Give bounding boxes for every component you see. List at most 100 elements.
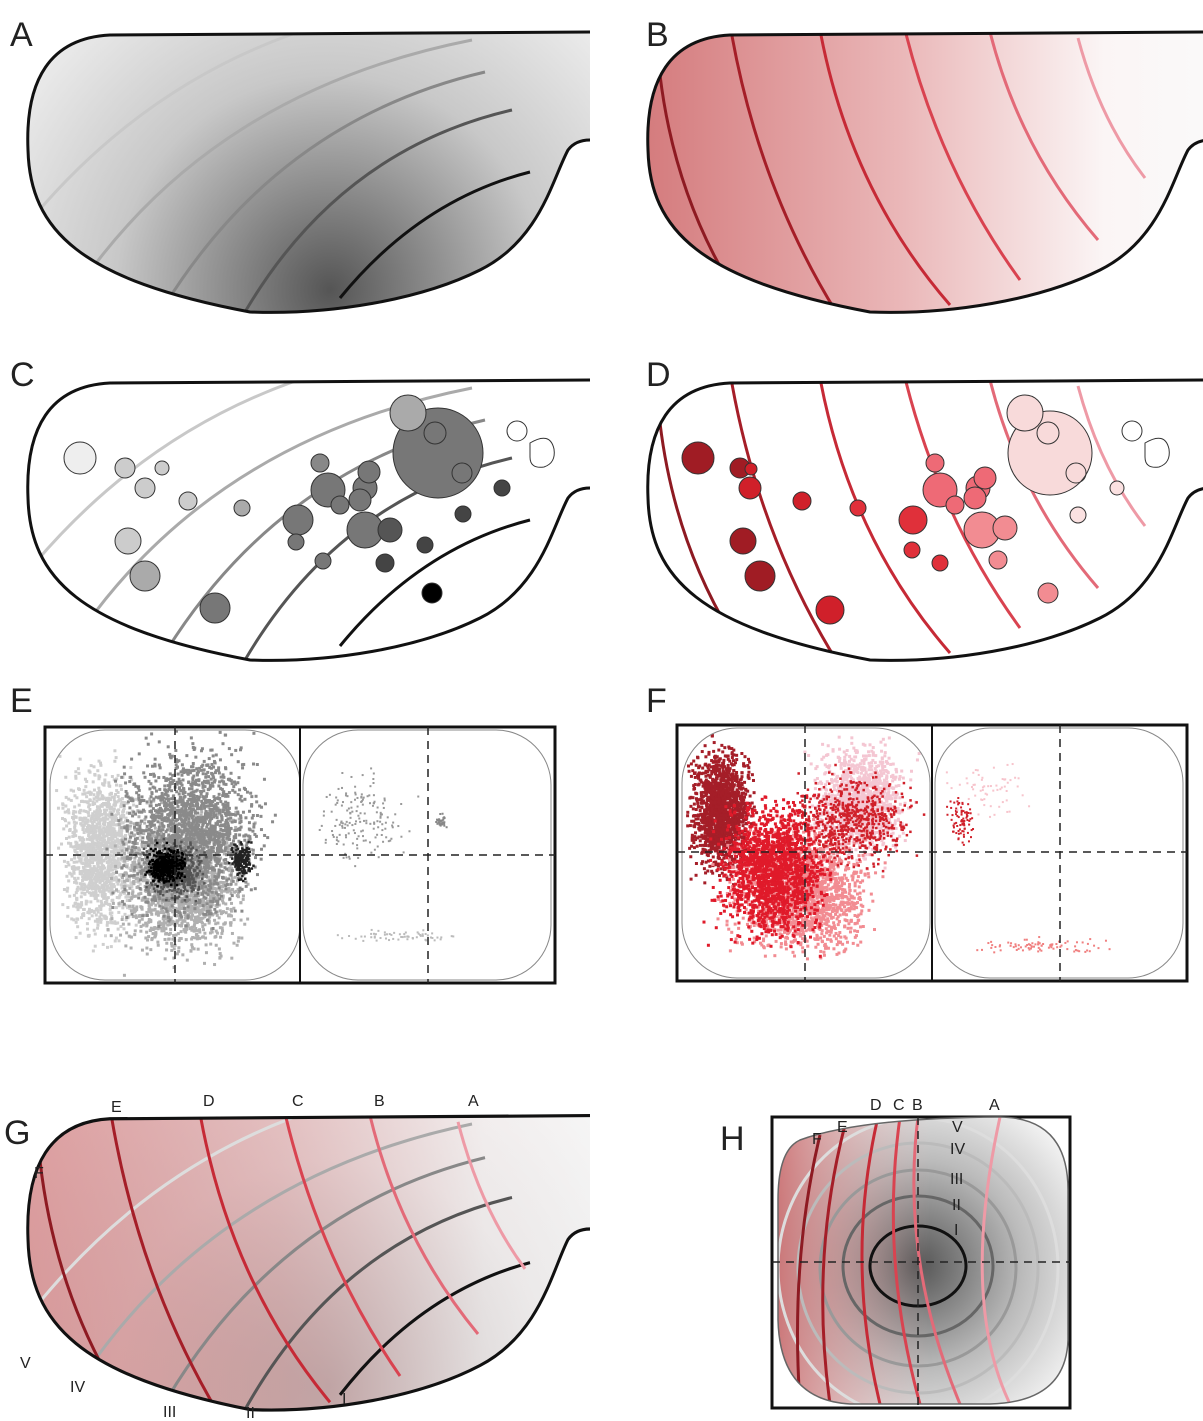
scatter-dot: [220, 932, 223, 935]
scatter-dot: [131, 797, 134, 800]
scatter-dot: [228, 897, 231, 900]
scatter-dot: [146, 953, 149, 956]
scatter-dot: [214, 803, 217, 806]
scatter-dot: [132, 783, 135, 786]
scatter-dot: [123, 766, 126, 769]
scatter-dot: [191, 787, 194, 790]
scatter-dot: [112, 922, 115, 925]
scatter-dot: [88, 934, 91, 937]
shape-circle: [378, 518, 402, 542]
scatter-dot: [130, 864, 133, 867]
scatter-dot: [67, 842, 70, 845]
scatter-dot: [96, 907, 99, 910]
scatter-dot: [176, 760, 179, 763]
scatter-dot: [206, 902, 209, 905]
scatter-dot: [107, 860, 110, 863]
scatter-dot: [206, 792, 209, 795]
scatter-dot: [182, 787, 185, 790]
scatter-dot: [211, 891, 214, 894]
scatter-dot: [148, 885, 151, 888]
scatter-dot: [84, 878, 87, 881]
scatter-dot: [158, 847, 161, 850]
scatter-dot: [127, 892, 130, 895]
scatter-dot: [169, 772, 172, 775]
scatter-dot: [80, 916, 83, 919]
shape-circle: [135, 478, 155, 498]
scatter-dot: [93, 773, 96, 776]
scatter-dot: [225, 830, 228, 833]
scatter-dot: [232, 839, 235, 842]
scatter-dot: [168, 918, 171, 921]
scatter-dot: [228, 778, 231, 781]
scatter-dot: [75, 830, 78, 833]
scatter-dot: [146, 938, 149, 941]
scatter-dot: [158, 796, 161, 799]
scatter-dot: [187, 769, 190, 772]
scatter-dot: [169, 928, 172, 931]
scatter-dot: [74, 777, 77, 780]
scatter-dot: [115, 871, 118, 874]
scatter-dot: [185, 924, 188, 927]
scatter-dot: [151, 824, 154, 827]
scatter-dot: [224, 804, 227, 807]
scatter-dot: [245, 885, 248, 888]
scatter-dot: [134, 798, 137, 801]
shape-circle: [130, 561, 160, 591]
scatter-dot: [82, 908, 85, 911]
shape-circle: [974, 467, 996, 489]
scatter-dot: [237, 936, 240, 939]
scatter-dot: [137, 794, 140, 797]
scatter-dot: [148, 828, 151, 831]
scatter-dot: [250, 795, 253, 798]
scatter-dot: [224, 858, 227, 861]
scatter-dot: [142, 832, 145, 835]
scatter-dot: [198, 796, 201, 799]
shape-circle: [200, 593, 230, 623]
scatter-dot: [136, 872, 139, 875]
shape-circle: [946, 496, 964, 514]
scatter-dot: [107, 879, 110, 882]
scatter-dot: [63, 888, 66, 891]
scatter-dot: [168, 933, 171, 936]
scatter-dot: [162, 926, 165, 929]
scatter-dot: [85, 795, 88, 798]
scatter-dot: [111, 892, 114, 895]
shape-circle: [234, 500, 250, 516]
shape-circle: [376, 554, 394, 572]
scatter-dot: [155, 796, 158, 799]
scatter-dot: [150, 837, 153, 840]
scatter-dot: [152, 807, 155, 810]
scatter-dot: [93, 877, 96, 880]
scatter-dot: [260, 858, 263, 861]
scatter-dot: [80, 862, 83, 865]
scatter-dot: [111, 906, 114, 909]
scatter-dot: [76, 847, 79, 850]
scatter-dot: [164, 902, 167, 905]
scatter-dot: [93, 797, 96, 800]
scatter-dot: [213, 843, 216, 846]
scatter-dot: [84, 817, 87, 820]
scatter-dot: [240, 910, 243, 913]
scatter-dot: [159, 766, 162, 769]
scatter-dot: [94, 945, 97, 948]
scatter-dot: [127, 923, 130, 926]
scatter-dot: [97, 878, 100, 881]
scatter-dot: [248, 810, 251, 813]
shape-circle: [904, 542, 920, 558]
scatter-dot: [130, 909, 133, 912]
scatter-dot: [157, 925, 160, 928]
shape-circle: [115, 458, 135, 478]
scatter-dot: [196, 789, 199, 792]
scatter-dot: [192, 775, 195, 778]
scatter-dot: [99, 879, 102, 882]
scatter-dot: [65, 796, 68, 799]
scatter-dot: [230, 753, 233, 756]
scatter-dot: [149, 850, 152, 853]
scatter-dot: [193, 894, 196, 897]
scatter-dot: [146, 914, 149, 917]
scatter-dot: [116, 800, 119, 803]
scatter-dot: [176, 910, 179, 913]
scatter-dot: [186, 959, 189, 962]
scatter-dot: [231, 894, 234, 897]
scatter-dot: [145, 931, 148, 934]
